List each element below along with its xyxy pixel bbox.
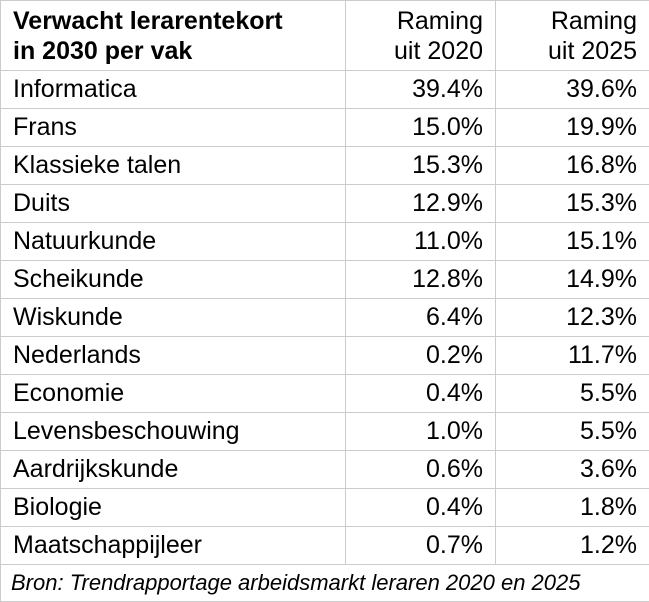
value-cell: 0.4% [345, 488, 496, 527]
header-text: in 2030 per vak [13, 36, 193, 65]
value-cell: 5.5% [495, 412, 649, 451]
header-cell: Raming uit 2020 [345, 0, 496, 71]
value-cell: 6.4% [345, 298, 496, 337]
header-text: Raming [550, 6, 637, 35]
source-row: Bron: Trendrapportage arbeidsmarkt lerar… [0, 564, 649, 602]
value-cell: 5.5% [495, 374, 649, 413]
subject-cell: Levensbeschouwing [0, 412, 346, 451]
table-row: Biologie 0.4% 1.8% [0, 488, 649, 527]
table-row: Maatschappijleer 0.7% 1.2% [0, 526, 649, 565]
value-cell: 12.8% [345, 260, 496, 299]
table-row: Informatica 39.4% 39.6% [0, 70, 649, 109]
value-cell: 1.2% [495, 526, 649, 565]
table-row: Klassieke talen 15.3% 16.8% [0, 146, 649, 185]
subject-cell: Economie [0, 374, 346, 413]
subject-cell: Informatica [0, 70, 346, 109]
subject-cell: Klassieke talen [0, 146, 346, 185]
value-cell: 15.3% [495, 184, 649, 223]
table-row: Natuurkunde 11.0% 15.1% [0, 222, 649, 261]
value-cell: 39.4% [345, 70, 496, 109]
source-note: Bron: Trendrapportage arbeidsmarkt lerar… [0, 564, 649, 602]
subject-cell: Natuurkunde [0, 222, 346, 261]
table-row: Levensbeschouwing 1.0% 5.5% [0, 412, 649, 451]
value-cell: 39.6% [495, 70, 649, 109]
subject-cell: Biologie [0, 488, 346, 527]
value-cell: 15.3% [345, 146, 496, 185]
table-row: Duits 12.9% 15.3% [0, 184, 649, 223]
value-cell: 11.7% [495, 336, 649, 375]
subject-cell: Frans [0, 108, 346, 147]
value-cell: 0.6% [345, 450, 496, 489]
table-row: Wiskunde 6.4% 12.3% [0, 298, 649, 337]
header-cell: Verwacht lerarentekort in 2030 per vak [0, 0, 346, 71]
value-cell: 0.4% [345, 374, 496, 413]
value-cell: 1.8% [495, 488, 649, 527]
value-cell: 16.8% [495, 146, 649, 185]
value-cell: 12.9% [345, 184, 496, 223]
value-cell: 15.0% [345, 108, 496, 147]
value-cell: 11.0% [345, 222, 496, 261]
header-row: Verwacht lerarentekort in 2030 per vak Ram… [0, 0, 649, 71]
table-row: Aardrijkskunde 0.6% 3.6% [0, 450, 649, 489]
table-row: Economie 0.4% 5.5% [0, 374, 649, 413]
value-cell: 0.2% [345, 336, 496, 375]
value-cell: 15.1% [495, 222, 649, 261]
value-cell: 3.6% [495, 450, 649, 489]
value-cell: 14.9% [495, 260, 649, 299]
header-text: Verwacht lerarentekort [13, 6, 283, 35]
value-cell: 12.3% [495, 298, 649, 337]
subject-cell: Duits [0, 184, 346, 223]
table-row: Scheikunde 12.8% 14.9% [0, 260, 649, 299]
header-text: uit 2020 [394, 36, 483, 65]
subject-cell: Aardrijkskunde [0, 450, 346, 489]
value-cell: 19.9% [495, 108, 649, 147]
subject-cell: Scheikunde [0, 260, 346, 299]
header-text: Raming [396, 6, 483, 35]
value-cell: 0.7% [345, 526, 496, 565]
subject-cell: Wiskunde [0, 298, 346, 337]
table-row: Nederlands 0.2% 11.7% [0, 336, 649, 375]
value-cell: 1.0% [345, 412, 496, 451]
header-text: uit 2025 [548, 36, 637, 65]
subject-cell: Nederlands [0, 336, 346, 375]
table-row: Frans 15.0% 19.9% [0, 108, 649, 147]
header-cell: Raming uit 2025 [495, 0, 649, 71]
subject-cell: Maatschappijleer [0, 526, 346, 565]
